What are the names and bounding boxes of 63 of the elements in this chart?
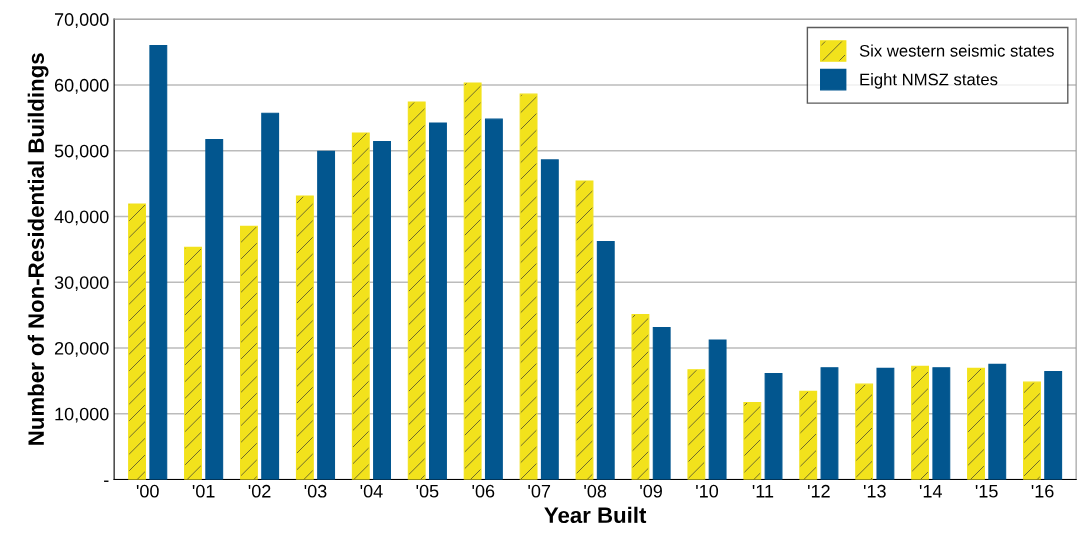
bar <box>876 367 895 480</box>
bar <box>967 367 985 480</box>
bar <box>373 140 391 480</box>
x-tick-label: '08 <box>584 484 607 498</box>
y-tick-label: - <box>104 480 109 482</box>
bar <box>429 122 447 480</box>
bar <box>820 367 839 480</box>
bar <box>687 369 706 480</box>
x-tick-label: '02 <box>248 484 271 498</box>
bar <box>239 225 258 480</box>
bar <box>463 82 482 480</box>
x-tick-label: '13 <box>863 484 886 498</box>
bar <box>764 373 783 480</box>
bar <box>205 138 224 480</box>
bar <box>1023 381 1041 480</box>
x-tick-label: '12 <box>808 484 830 498</box>
bar <box>799 390 818 480</box>
bar <box>261 112 280 480</box>
y-tick-label: 20,000 <box>54 341 109 357</box>
bar <box>932 367 951 480</box>
x-tick-label: '03 <box>304 484 327 498</box>
y-tick-label: 10,000 <box>55 407 109 423</box>
x-tick-label: '06 <box>472 484 495 498</box>
legend-label: Six western seismic states <box>859 44 1054 57</box>
x-tick-label: '01 <box>192 484 215 498</box>
y-tick-label: 30,000 <box>54 276 109 292</box>
bar <box>295 195 314 480</box>
x-tick-label: '07 <box>528 484 551 498</box>
bar <box>184 246 202 480</box>
bar <box>596 240 615 480</box>
x-tick-label: '14 <box>919 485 942 498</box>
bar <box>708 339 727 480</box>
y-axis-title: Number of Non-Residential Buildings <box>27 53 49 445</box>
bar <box>911 365 930 480</box>
x-tick-label: '05 <box>416 484 439 498</box>
bar <box>407 101 426 480</box>
x-tick-label: '09 <box>640 484 662 498</box>
bar <box>1044 371 1063 480</box>
bar <box>149 44 168 480</box>
bar <box>652 327 671 480</box>
x-tick-label: '11 <box>752 485 774 498</box>
bar <box>631 313 650 480</box>
y-tick-label: 60,000 <box>54 78 109 94</box>
x-tick-label: '15 <box>975 485 998 498</box>
bar <box>128 203 147 480</box>
bar <box>351 132 370 480</box>
bar <box>855 383 874 480</box>
bar <box>743 402 762 480</box>
x-tick-label: '00 <box>136 484 159 498</box>
bar <box>988 363 1007 480</box>
legend-label: Eight NMSZ states <box>860 73 998 89</box>
y-tick-label: 70,000 <box>54 13 109 29</box>
y-tick-label: 40,000 <box>54 210 109 226</box>
bar <box>540 159 559 480</box>
x-tick-label: '10 <box>696 484 719 498</box>
x-tick-label: '16 <box>1031 484 1054 498</box>
bar <box>519 93 538 480</box>
bar <box>484 118 503 480</box>
bar <box>575 180 594 480</box>
bar <box>317 150 336 480</box>
x-axis-title: Year Built <box>544 506 647 524</box>
y-tick-label: 50,000 <box>54 144 109 160</box>
x-tick-label: '04 <box>360 484 383 498</box>
